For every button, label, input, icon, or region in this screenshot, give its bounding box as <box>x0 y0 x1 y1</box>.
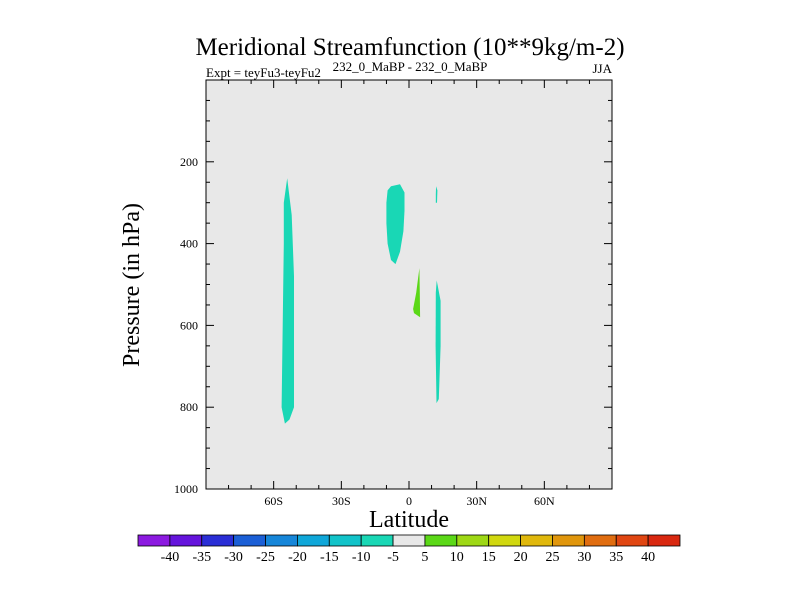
plot-background <box>206 80 612 489</box>
colorbar-label: 25 <box>546 550 560 565</box>
colorbar-label: -40 <box>161 550 180 565</box>
colorbar-box <box>392 534 426 547</box>
colorbar-box <box>265 534 298 547</box>
colorbar-box <box>647 534 681 547</box>
colorbar-box <box>488 534 521 547</box>
colorbar-label: 40 <box>641 550 655 565</box>
colorbar-label: 30 <box>577 550 591 565</box>
plot-area: 60S 30S 0 30N 60N 200 400 600 800 1000 <box>174 79 613 508</box>
colorbar-box <box>360 534 394 547</box>
colorbar-box <box>552 534 585 547</box>
y-tick-label: 400 <box>180 237 198 251</box>
x-tick-label: 60N <box>534 494 555 508</box>
colorbar-box <box>520 534 553 547</box>
colorbar-label: 20 <box>514 550 528 565</box>
colorbar-label: -30 <box>224 550 243 565</box>
colorbar-label: -15 <box>320 550 339 565</box>
colorbar-box <box>297 534 330 547</box>
colorbar-label: -5 <box>387 550 399 565</box>
contour-regions <box>281 178 441 424</box>
colorbar-label: -10 <box>352 550 371 565</box>
x-tick-label: 60S <box>264 494 283 508</box>
y-tick-label: 200 <box>180 155 198 169</box>
x-tick-label: 30N <box>466 494 487 508</box>
colorbar-label: -20 <box>288 550 307 565</box>
y-tick-label: 800 <box>180 400 198 414</box>
experiment-label: Expt = teyFu3-teyFu2 <box>206 65 321 80</box>
colorbar-box <box>615 534 649 547</box>
colorbar-label: -35 <box>192 550 211 565</box>
x-tick-label: 30S <box>332 494 351 508</box>
colorbar-label: 5 <box>421 550 428 565</box>
colorbar-box <box>328 534 362 547</box>
region-nh-tropics-thin-upper <box>435 186 438 203</box>
colorbar-box <box>169 534 203 547</box>
colorbar-label: 35 <box>609 550 623 565</box>
y-axis-label: Pressure (in hPa) <box>119 203 145 367</box>
colorbar-box <box>583 534 617 547</box>
colorbar-box <box>233 534 266 547</box>
colorbar-label: 10 <box>450 550 464 565</box>
colorbar-box <box>456 534 490 547</box>
colorbar-box <box>424 534 458 547</box>
colorbar-box <box>137 534 171 547</box>
colorbar-label: -25 <box>256 550 275 565</box>
period-label: 232_0_MaBP - 232_0_MaBP <box>333 59 488 74</box>
season-label: JJA <box>592 61 612 76</box>
region-sh-tropics-negative <box>386 184 405 265</box>
region-equator-positive <box>413 268 421 318</box>
axis-ticks: 60S 30S 0 30N 60N 200 400 600 800 1000 <box>174 80 613 508</box>
chart-title: Meridional Streamfunction (10**9kg/m-2) <box>195 34 624 61</box>
colorbar-label: 15 <box>482 550 496 565</box>
x-axis-label: Latitude <box>369 507 449 533</box>
colorbar: -40 -35 -30 -25 -20 -15 -10 -5 5 10 15 20 25 30 35 40 <box>137 534 681 565</box>
colorbar-box <box>201 534 235 547</box>
x-tick-label: 0 <box>406 494 412 508</box>
region-sh-midlat-negative <box>281 178 294 424</box>
y-tick-label: 1000 <box>174 482 198 496</box>
y-tick-label: 600 <box>180 318 198 332</box>
region-nh-tropics-thin-lower <box>435 280 441 404</box>
